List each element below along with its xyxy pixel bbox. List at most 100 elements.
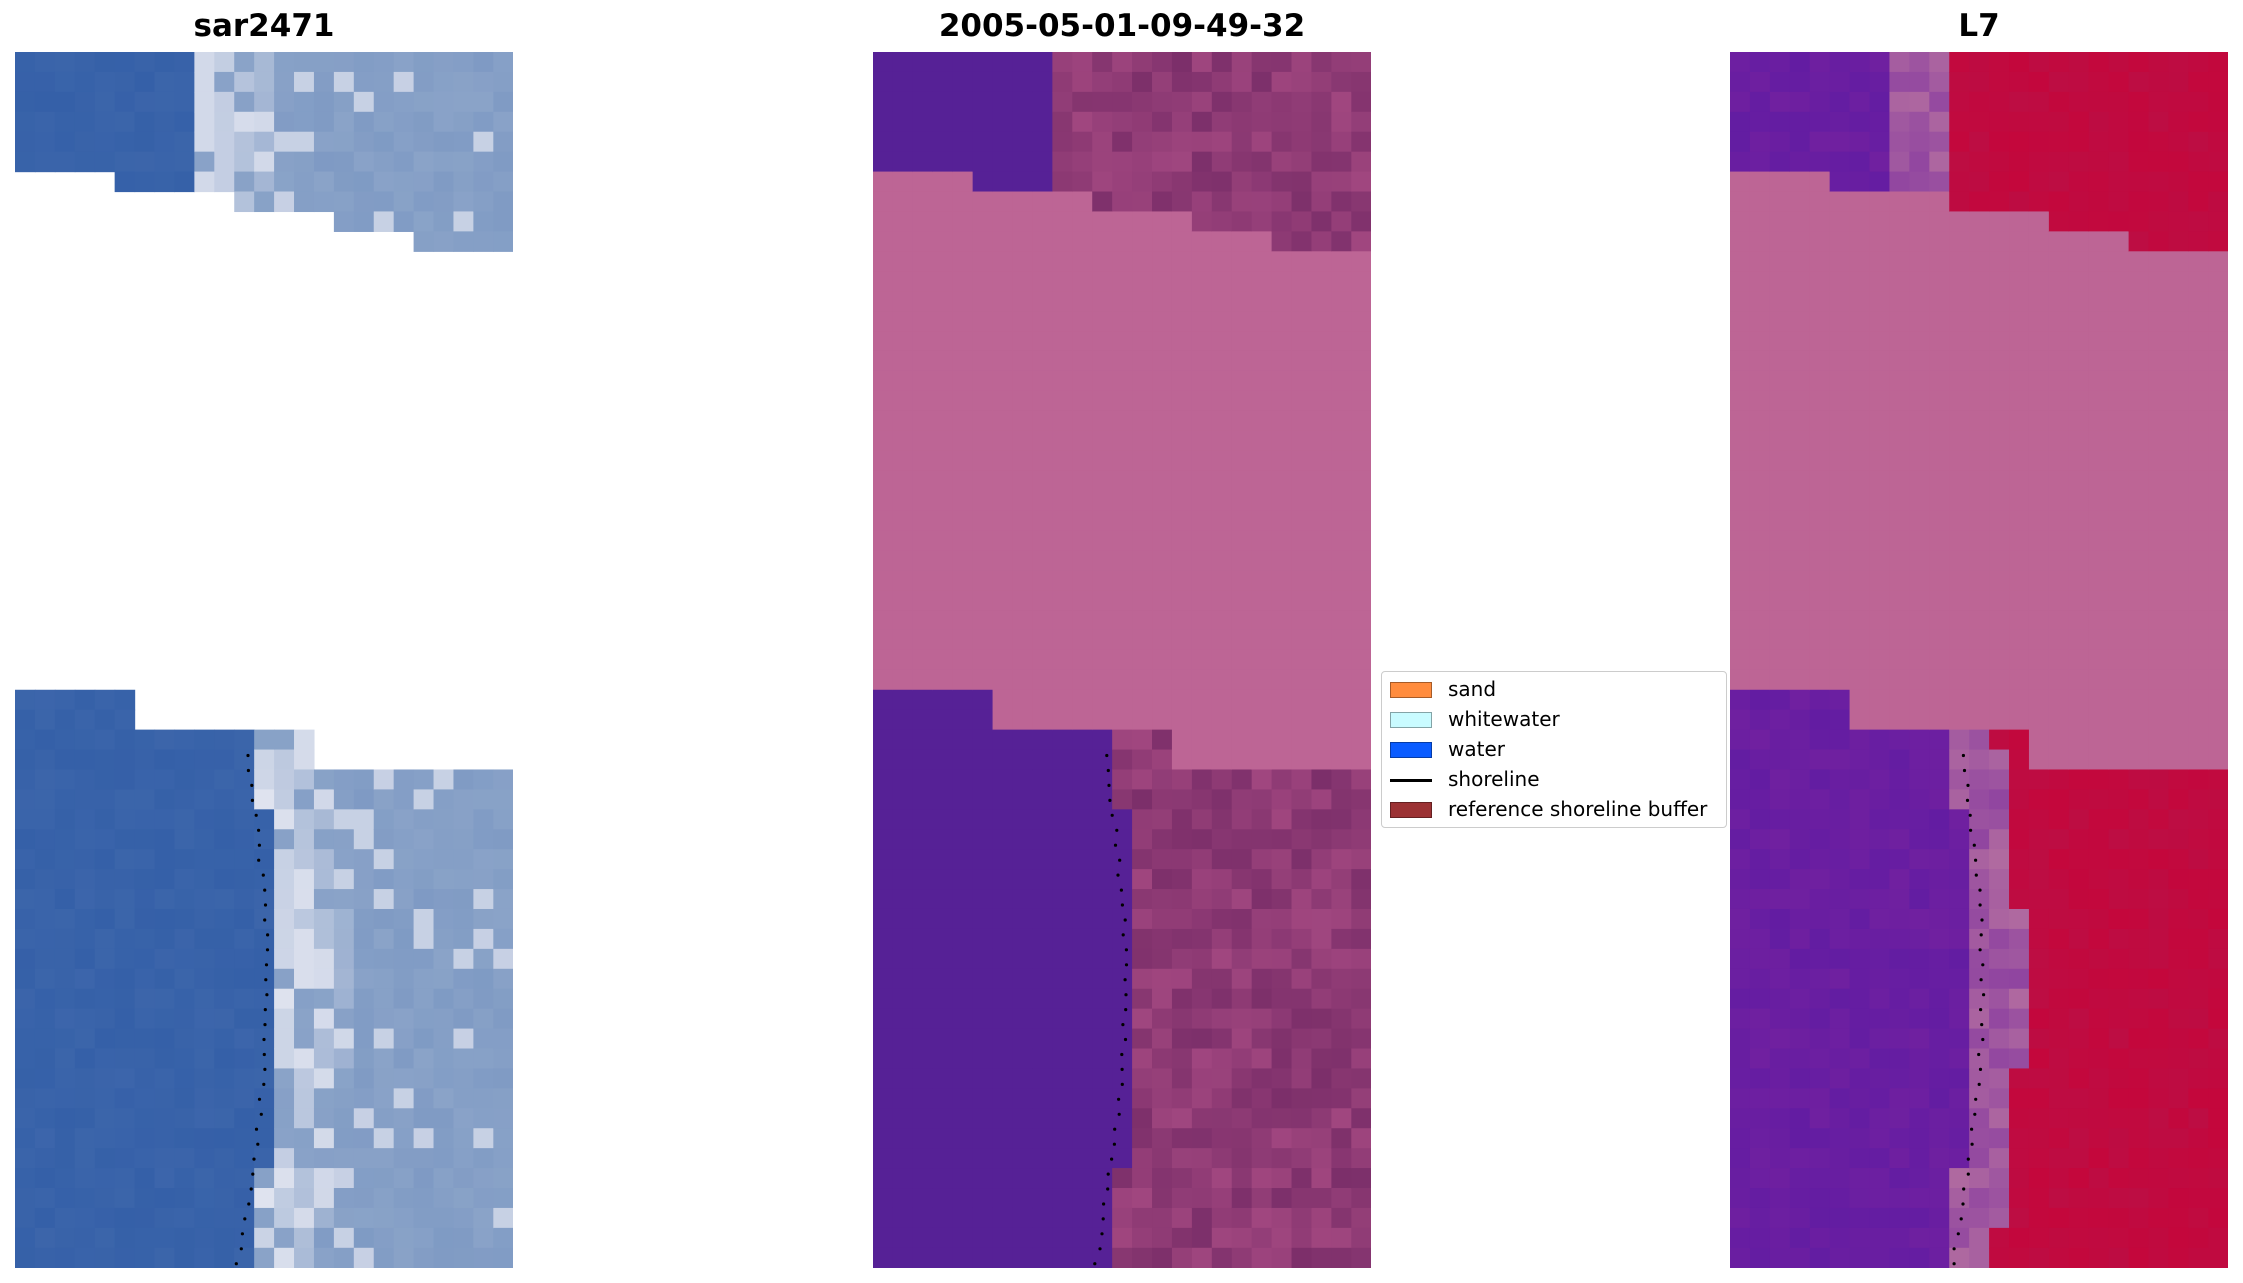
raster-pixel xyxy=(1889,1028,1910,1050)
raster-pixel xyxy=(493,928,513,950)
raster-pixel xyxy=(94,809,116,830)
raster-pixel xyxy=(1171,271,1193,292)
raster-pixel xyxy=(413,889,435,910)
raster-pixel xyxy=(1291,211,1313,232)
raster-pixel xyxy=(2048,390,2070,412)
raster-pixel xyxy=(2128,749,2150,771)
raster-pixel xyxy=(54,1068,76,1089)
raster-pixel xyxy=(2208,211,2228,232)
raster-pixel xyxy=(912,1028,934,1050)
raster-pixel xyxy=(1152,71,1173,93)
raster-pixel xyxy=(952,1128,974,1149)
raster-pixel xyxy=(134,171,156,193)
raster-pixel xyxy=(1152,1088,1173,1109)
raster-pixel xyxy=(2188,111,2209,133)
raster-pixel xyxy=(1152,908,1173,930)
raster-pixel xyxy=(2088,211,2110,232)
raster-pixel xyxy=(1271,251,1293,272)
raster-pixel xyxy=(1331,370,1352,392)
raster-pixel xyxy=(1749,530,1771,551)
raster-pixel xyxy=(972,749,994,771)
raster-pixel xyxy=(1849,889,1871,910)
raster-pixel xyxy=(1012,111,1034,133)
raster-pixel xyxy=(1052,430,1073,452)
raster-pixel xyxy=(1829,809,1851,830)
raster-pixel xyxy=(1929,470,1950,492)
raster-pixel xyxy=(1311,908,1332,930)
raster-pixel xyxy=(274,729,295,751)
raster-pixel xyxy=(1949,610,1970,631)
raster-pixel xyxy=(1749,350,1771,372)
raster-pixel xyxy=(353,1048,375,1070)
raster-pixel xyxy=(1889,709,1910,731)
raster-pixel xyxy=(2188,1148,2209,1169)
raster-pixel xyxy=(2188,689,2209,711)
raster-pixel xyxy=(1789,610,1811,631)
raster-pixel xyxy=(1171,530,1193,551)
raster-pixel xyxy=(433,1048,455,1070)
raster-pixel xyxy=(294,151,315,173)
raster-pixel xyxy=(1869,769,1891,791)
raster-pixel xyxy=(1092,1108,1113,1129)
raster-pixel xyxy=(94,1028,116,1050)
raster-pixel xyxy=(1191,271,1213,292)
raster-pixel xyxy=(912,809,934,830)
raster-pixel xyxy=(1072,769,1093,791)
raster-pixel xyxy=(2148,291,2170,312)
raster-pixel xyxy=(1989,1008,2010,1030)
raster-pixel xyxy=(1152,271,1173,292)
raster-pixel xyxy=(992,689,1014,711)
raster-pixel xyxy=(493,869,513,890)
raster-pixel xyxy=(1072,1227,1093,1249)
raster-pixel xyxy=(2148,151,2170,173)
raster-pixel xyxy=(932,410,954,432)
raster-pixel xyxy=(1092,769,1113,791)
raster-pixel xyxy=(453,809,474,830)
raster-pixel xyxy=(2128,869,2150,890)
raster-pixel xyxy=(2009,1128,2030,1149)
raster-pixel xyxy=(892,1207,914,1229)
raster-pixel xyxy=(1849,450,1871,472)
raster-pixel xyxy=(1052,550,1073,571)
raster-pixel xyxy=(1331,749,1352,771)
raster-pixel xyxy=(294,1128,315,1149)
raster-pixel xyxy=(1969,311,1990,332)
raster-pixel xyxy=(413,968,435,990)
shoreline-point xyxy=(1959,1217,1963,1221)
raster-pixel xyxy=(1769,1168,1791,1189)
raster-pixel xyxy=(2128,570,2150,591)
raster-pixel xyxy=(932,111,954,133)
raster-pixel xyxy=(1969,410,1990,432)
raster-pixel xyxy=(493,988,513,1010)
raster-pixel xyxy=(1929,410,1950,432)
raster-pixel xyxy=(1012,71,1034,93)
raster-pixel xyxy=(1749,71,1771,93)
raster-pixel xyxy=(1909,291,1930,312)
raster-pixel xyxy=(1909,131,1930,153)
raster-pixel xyxy=(1949,669,1970,691)
raster-pixel xyxy=(473,1207,494,1229)
raster-pixel xyxy=(932,1088,954,1109)
raster-pixel xyxy=(194,968,215,990)
raster-pixel xyxy=(54,769,76,791)
raster-pixel xyxy=(892,968,914,990)
raster-pixel xyxy=(2188,271,2209,292)
raster-pixel xyxy=(1311,390,1332,412)
raster-pixel xyxy=(873,291,894,312)
raster-pixel xyxy=(154,1188,176,1209)
raster-pixel xyxy=(1949,1088,1970,1109)
raster-pixel xyxy=(992,1188,1014,1209)
raster-pixel xyxy=(1291,849,1313,870)
raster-pixel xyxy=(1909,530,1930,551)
raster-pixel xyxy=(912,1008,934,1030)
raster-pixel xyxy=(2128,430,2150,452)
raster-pixel xyxy=(1171,629,1193,651)
raster-pixel xyxy=(1271,570,1293,591)
raster-pixel xyxy=(1012,1128,1034,1149)
raster-pixel xyxy=(1809,331,1831,352)
raster-pixel xyxy=(15,1148,36,1169)
raster-pixel xyxy=(1112,271,1133,292)
raster-pixel xyxy=(2068,1148,2090,1169)
raster-pixel xyxy=(2168,1028,2189,1050)
raster-pixel xyxy=(493,211,513,232)
